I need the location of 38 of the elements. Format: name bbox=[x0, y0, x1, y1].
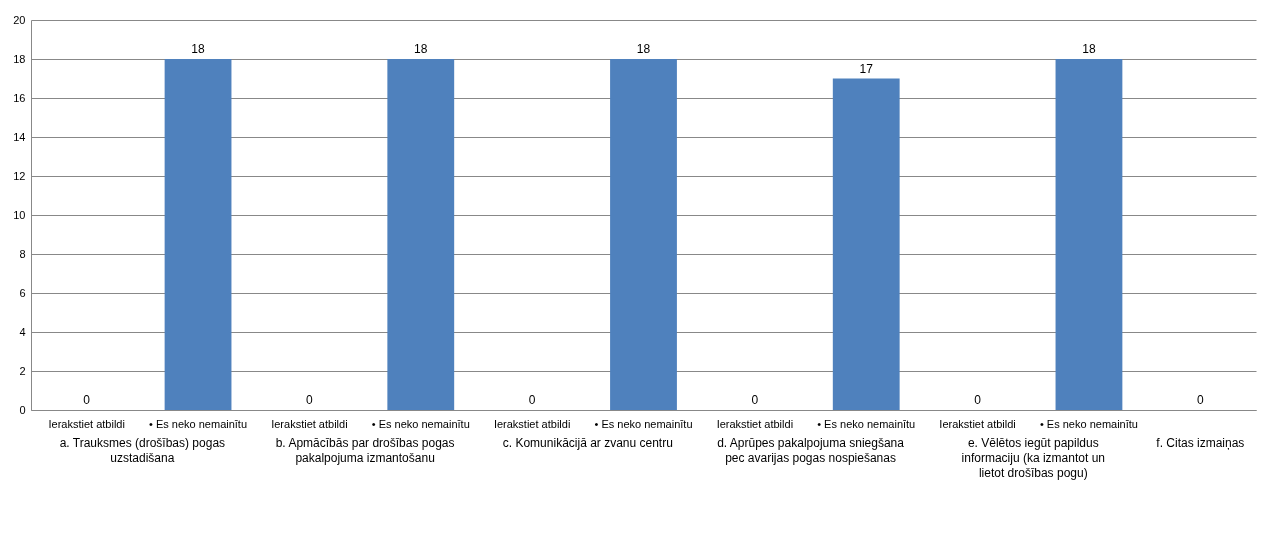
text: b. Apmācībās par drošības pogas pakalpojuma izmantošanu bbox=[275, 436, 455, 465]
x-tick-label: • Es neko nemainītu bbox=[1039, 417, 1138, 430]
data-label: 17 bbox=[859, 61, 874, 76]
text: a. Trauksmes (drošības) pogas uzstadišana bbox=[59, 436, 226, 465]
data-label: 0 bbox=[1196, 393, 1204, 407]
data-label: 0 bbox=[83, 393, 91, 407]
x-tick-label: Ierakstiet atbildi bbox=[271, 417, 348, 430]
y-tick-label: 0 bbox=[19, 403, 26, 416]
y-tick-label: 6 bbox=[19, 286, 26, 299]
x-tick-label: Ierakstiet atbildi bbox=[939, 417, 1016, 430]
y-tick-label: 2 bbox=[19, 364, 26, 377]
x-tick-label: • Es neko nemainītu bbox=[817, 417, 916, 430]
y-tick-label: 20 bbox=[13, 13, 26, 26]
text: e. Vēlētos iegūt papildus informaciju (ka izmantot un lietot drošības pogu) bbox=[961, 436, 1105, 480]
text: d. Aprūpes pakalpojuma sniegšana pec avarijas pogas nospiešanas bbox=[717, 436, 905, 465]
x-tick-label: • Es neko nemainītu bbox=[149, 417, 248, 430]
data-label: 18 bbox=[636, 42, 651, 56]
x-tick-label: Ierakstiet atbildi bbox=[493, 417, 571, 430]
data-label: 0 bbox=[528, 393, 536, 407]
y-tick-label: 16 bbox=[13, 91, 26, 104]
text: c. Komunikācijā ar zvanu centru bbox=[502, 436, 673, 450]
y-tick-label: 14 bbox=[13, 130, 26, 143]
x-tick-label: • Es neko nemainītu bbox=[371, 417, 470, 430]
text: f. Citas izmaiņas bbox=[1156, 436, 1245, 450]
data-label: 18 bbox=[1082, 42, 1096, 56]
y-tick-label: 4 bbox=[19, 325, 26, 338]
data-label: 18 bbox=[191, 42, 206, 56]
data-label: 0 bbox=[751, 393, 759, 407]
x-tick-label: Ierakstiet atbildi bbox=[48, 417, 125, 430]
x-tick-label: • Es neko nemainītu bbox=[594, 417, 693, 430]
data-label: 18 bbox=[414, 42, 428, 56]
y-tick-label: 8 bbox=[19, 247, 26, 260]
y-tick-label: 10 bbox=[13, 208, 26, 221]
data-label: 0 bbox=[306, 393, 314, 407]
y-tick-label: 18 bbox=[13, 52, 26, 65]
x-tick-label: Ierakstiet atbildi bbox=[716, 417, 794, 430]
y-tick-label: 12 bbox=[13, 169, 26, 182]
data-label: 0 bbox=[974, 393, 982, 407]
